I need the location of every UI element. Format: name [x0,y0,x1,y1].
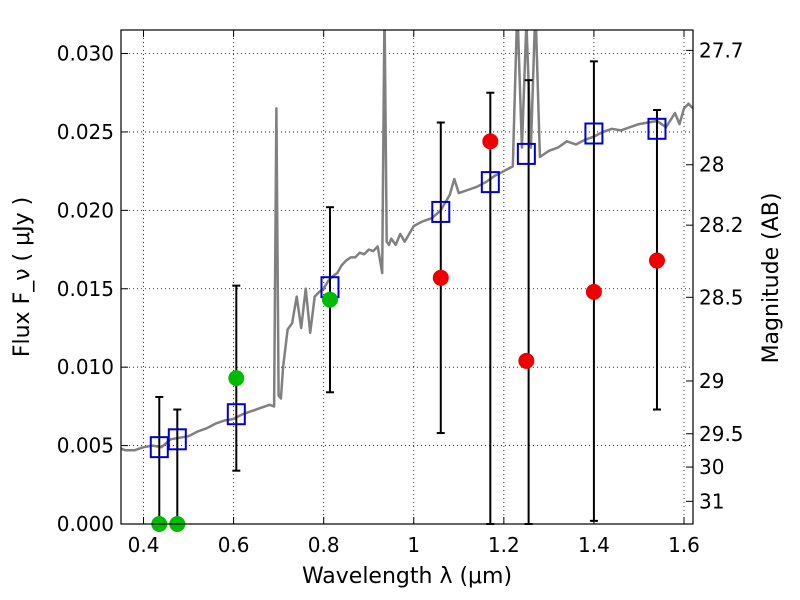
y-axis-ticks: 0.000 0.005 0.010 0.015 0.020 0.025 0.030 [57,42,128,536]
magnitude-axis-ticks: 27.7 28 28.2 28.5 29 29.5 30 31 [686,38,744,513]
spectrum-layer [121,30,693,452]
magnitude-tick-label: 27.7 [699,38,744,62]
y-tick-label: 0.005 [57,434,114,458]
magnitude-tick-label: 28.2 [699,213,744,237]
magnitude-tick-label: 31 [699,489,724,513]
observed-point-red [432,269,449,286]
observed-point-red [518,352,535,369]
x-axis-label: Wavelength λ (μm) [302,564,512,589]
x-tick-label: 0.8 [308,533,340,557]
spectrum-line [121,30,693,452]
x-tick-label: 1.4 [578,533,610,557]
model-photometry-square [584,122,604,145]
observed-point-red [648,252,665,269]
model-photometry-square [516,142,536,165]
model-photometry-square [647,117,667,140]
x-tick-label: 0.6 [218,533,250,557]
observed-point-green [321,291,338,308]
grid-lines [121,30,693,524]
marker-layer [149,117,667,532]
observed-point-red [585,283,602,300]
model-photometry-square [167,428,187,451]
magnitude-tick-label: 28 [699,153,724,177]
x-tick-label: 0.4 [128,533,160,557]
x-tick-label: 1.2 [488,533,520,557]
x-axis-ticks: 0.4 0.6 0.8 1 1.2 1.4 1.6 [128,30,700,557]
magnitude-tick-label: 30 [699,455,724,479]
y-axis-label: Flux F_ν ( μJy ) [10,197,35,357]
magnitude-tick-label: 29 [699,369,724,393]
y-tick-label: 0.020 [57,198,114,222]
model-photometry-square [226,403,246,426]
y-tick-label: 0.015 [57,277,114,301]
magnitude-axis-label: Magnitude (AB) [759,193,784,364]
y-tick-label: 0.025 [57,120,114,144]
model-photometry-square [149,436,169,459]
plot-frame [120,29,694,525]
y-tick-label: 0.010 [57,355,114,379]
x-tick-label: 1.6 [668,533,700,557]
magnitude-tick-label: 29.5 [699,422,744,446]
x-tick-label: 1 [407,533,420,557]
y-tick-label: 0.000 [57,512,114,536]
observed-point-red [482,133,499,150]
observed-point-green [228,370,245,387]
y-tick-label: 0.030 [57,42,114,66]
magnitude-tick-label: 28.5 [699,285,744,309]
model-photometry-square [431,200,451,223]
model-photometry-square [480,171,500,194]
